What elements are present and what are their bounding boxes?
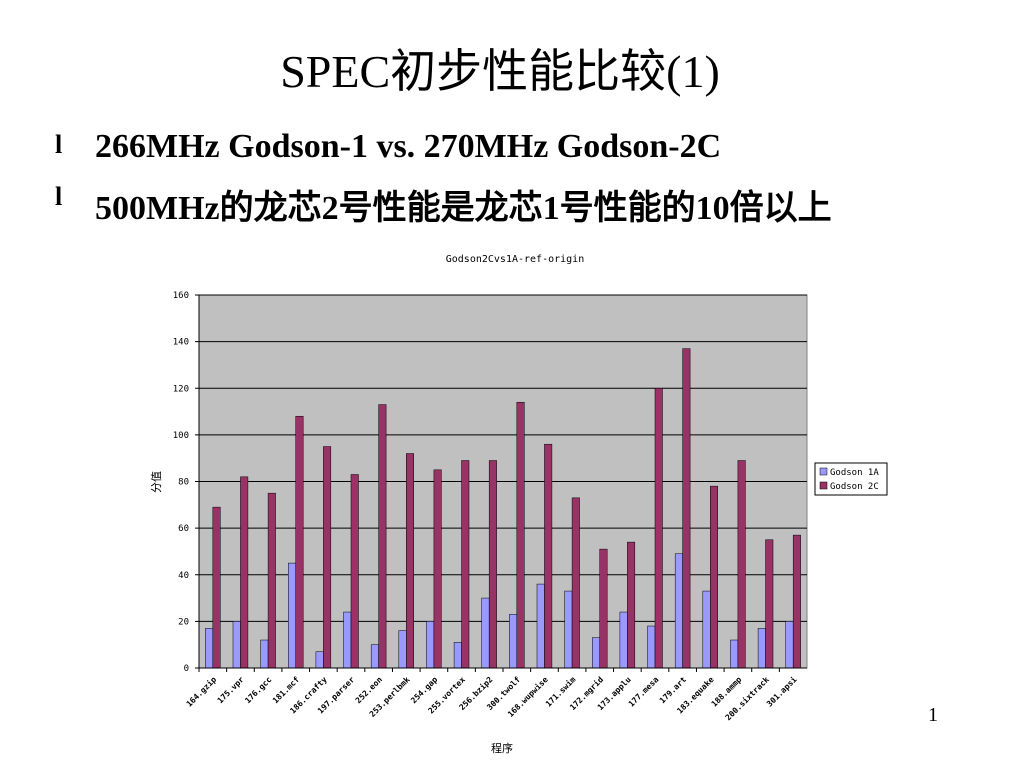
bar-godson-2c [544,443,553,669]
bar-godson-1a [232,621,241,669]
bar-godson-2c [710,485,718,669]
legend-swatch-godson-1a [819,467,828,476]
bars [198,348,801,672]
bar-godson-1a [453,642,462,669]
bar-godson-1a [260,639,269,669]
bar-godson-2c [461,460,470,669]
bar-godson-1a [343,611,352,669]
legend-label-godson-2c: Godson 2C [830,482,879,492]
y-tick-label: 40 [178,571,189,581]
bar-godson-2c [792,534,801,669]
y-tick-label: 20 [178,617,189,627]
bar-godson-1a [536,583,545,669]
bar-godson-1a [647,625,656,669]
bar-godson-1a [757,628,766,669]
bar-godson-2c [378,404,387,669]
x-axis-label: 程序 [491,741,513,755]
legend: Godson 1A Godson 2C [814,462,888,496]
slide-title: SPEC初步性能比较(1) [280,46,720,97]
bar-godson-2c [350,474,359,669]
bullet-text: 500MHz的龙芯2号性能是龙芯1号性能的10倍以上 [95,190,832,227]
legend-swatch-godson-2c [819,481,828,490]
x-tick-label: 175.vpr [216,675,246,705]
bar-godson-1a [370,644,379,669]
x-tick-label: 301.apsi [764,674,798,708]
bar-godson-2c [682,348,691,669]
page-number: 1 [928,704,938,726]
y-tick-label: 120 [173,384,189,394]
bar-godson-1a [205,628,214,669]
bar-godson-2c [599,548,608,669]
bar-godson-2c [654,388,663,669]
bar-godson-2c [488,460,497,669]
y-tick-label: 140 [173,338,189,348]
y-tick-label: 160 [173,291,189,301]
bar-godson-1a [785,621,794,669]
bar-godson-1a [564,590,573,669]
bar-godson-2c [212,506,221,669]
legend-label-godson-1a: Godson 1A [830,468,879,478]
bullet-text: 266MHz Godson-1 vs. 270MHz Godson-2C [95,128,722,165]
x-tick-label: 164.gzip [184,674,218,708]
bar-godson-2c [516,401,525,669]
y-tick-label: 0 [184,664,189,674]
bar-godson-1a [315,651,324,669]
bar-godson-1a [702,590,711,669]
bar-godson-1a [509,614,518,669]
bullet-marker: l [55,182,63,211]
bar-godson-2c [240,476,249,669]
bar-godson-2c [627,541,636,669]
bar-godson-1a [426,621,435,669]
bar-godson-2c [765,539,774,669]
y-axis-label: 分值 [150,471,163,493]
x-tick-label: 177.mesa [627,675,661,709]
bar-godson-2c [571,497,580,669]
bar-godson-2c [295,415,304,669]
bar-godson-2c [267,492,276,669]
bar-godson-2c [406,453,414,669]
y-tick-label: 80 [178,478,189,488]
bar-godson-1a [398,630,407,669]
bar-godson-1a [592,637,600,669]
bar-godson-1a [619,611,628,669]
y-tick-labels: 0 20 40 60 80 100 120 140 160 [173,291,189,674]
bar-godson-1a [674,553,683,669]
y-tick-label: 100 [173,431,189,441]
bullet-marker: l [55,130,63,159]
y-tick-label: 60 [178,524,189,534]
bar-godson-2c [433,469,442,669]
bar-godson-2c [737,460,746,669]
x-tick-labels: 164.gzip175.vpr176.gcc181.mcf186.crafty1… [184,674,799,722]
bar-godson-2c [323,446,332,669]
x-tick-label: 176.gcc [243,675,273,705]
bar-godson-1a [288,562,296,669]
bar-godson-1a [730,639,739,669]
bar-godson-1a [481,597,490,669]
chart-title: Godson2Cvs1A-ref-origin [446,254,584,265]
